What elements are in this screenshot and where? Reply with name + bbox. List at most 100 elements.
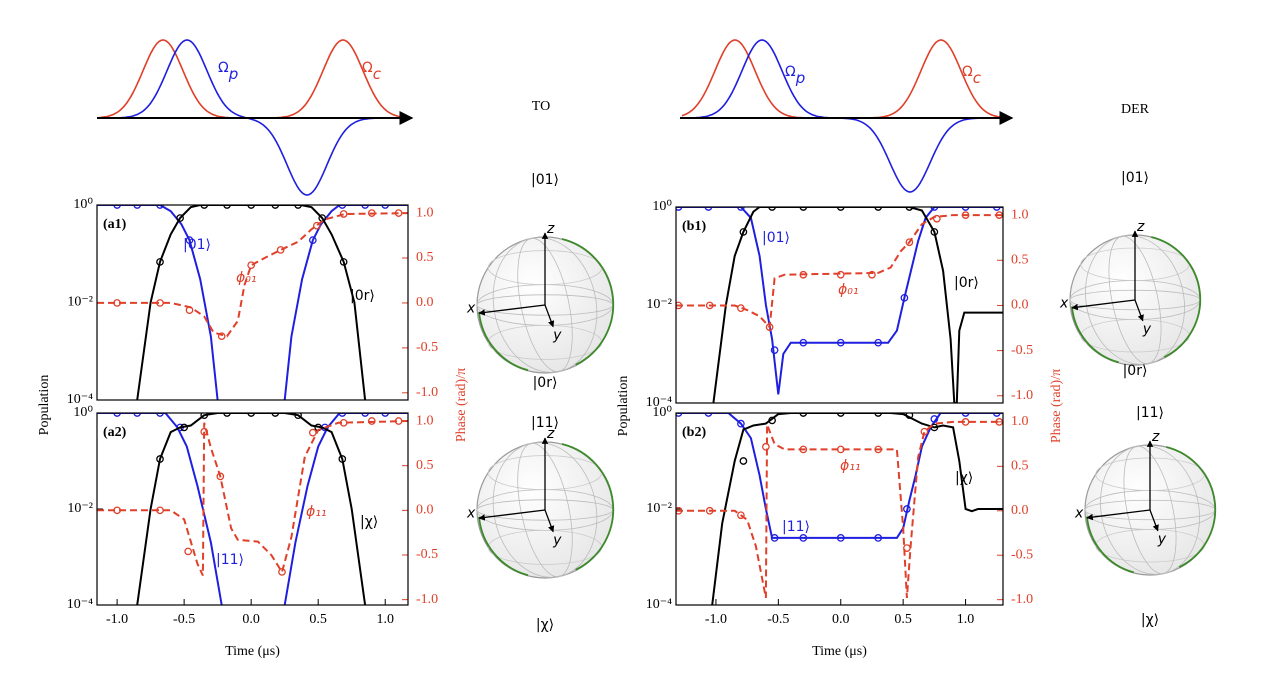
- data-marker: [836, 338, 845, 347]
- x-axis: [478, 304, 546, 316]
- data-marker: [874, 534, 883, 542]
- x-axis-title: Time (μs): [812, 644, 867, 659]
- y-tick-label: 10⁻⁴: [67, 597, 93, 612]
- z-label: z: [1151, 429, 1160, 445]
- data-marker: [770, 534, 779, 542]
- series-label: |11⟩: [782, 519, 810, 535]
- y-tick-label: 10⁻⁴: [67, 392, 93, 407]
- y-tick-label: 10⁻²: [67, 501, 93, 516]
- y2-tick-label: 0.0: [1011, 298, 1029, 313]
- data-marker: [367, 417, 376, 425]
- x-tick-label: -0.5: [767, 612, 789, 627]
- data-marker: [185, 236, 194, 245]
- data-marker: [271, 413, 280, 417]
- series-label: |0r⟩: [954, 275, 979, 291]
- data-marker: [737, 511, 745, 520]
- data-marker: [200, 413, 209, 420]
- plot-frame: [675, 412, 1004, 606]
- bloch-bottom-state: |χ⟩: [536, 617, 554, 633]
- data-marker: [676, 506, 683, 515]
- phase-line: [676, 420, 1003, 599]
- probe-symbol: Ω: [218, 60, 229, 76]
- y2-tick-label: 0.5: [1011, 459, 1029, 474]
- phase-line: [676, 214, 1003, 330]
- y-axis-title: Population: [37, 375, 52, 436]
- data-marker: [868, 270, 876, 279]
- y-label: y: [1157, 531, 1167, 547]
- probe-label: Ωp: [218, 60, 238, 83]
- data-marker: [113, 413, 121, 417]
- data-marker: [739, 228, 748, 236]
- bloch-trajectory: [1151, 236, 1202, 359]
- population-line: [711, 413, 1003, 605]
- data-marker: [676, 413, 683, 417]
- x-label: x: [466, 300, 476, 316]
- y-axis: [1149, 509, 1159, 532]
- y-label: y: [1142, 321, 1152, 337]
- data-marker: [992, 413, 1001, 417]
- y2-tick-label: 0.5: [416, 458, 434, 473]
- data-marker: [156, 455, 164, 463]
- population-line: [712, 207, 1003, 403]
- population-line: [136, 205, 367, 400]
- data-marker: [294, 413, 302, 420]
- plot-area: [676, 413, 1003, 605]
- y2-tick-label: -1.0: [1011, 592, 1033, 607]
- bloch-top-state: |11⟩: [531, 415, 559, 431]
- data-marker: [367, 209, 376, 217]
- data-marker: [930, 228, 939, 236]
- data-marker: [737, 304, 745, 313]
- y2-tick-label: 0.5: [416, 250, 434, 265]
- series-label: ϕ₁₁: [840, 458, 860, 474]
- data-marker: [836, 413, 845, 417]
- data-marker: [799, 534, 808, 542]
- data-marker: [930, 415, 939, 423]
- bloch-trajectory: [1071, 306, 1119, 364]
- protocol-title: TO: [532, 99, 550, 114]
- y-tick-label: 10⁰: [73, 405, 93, 420]
- data-marker: [705, 301, 714, 310]
- y-tick-label: 10⁻⁴: [646, 395, 672, 410]
- series-label: |χ⟩: [360, 514, 378, 530]
- bloch-trajectory: [478, 311, 529, 372]
- data-marker: [874, 445, 883, 454]
- data-marker: [312, 221, 321, 230]
- data-marker: [156, 258, 164, 266]
- series-label: ϕ₀₁: [838, 282, 858, 298]
- control-label: Ωc: [362, 60, 382, 83]
- data-marker: [339, 418, 348, 427]
- data-marker: [133, 413, 142, 417]
- y2-axis-title: Phase (rad)/π: [1049, 369, 1064, 443]
- data-marker: [799, 445, 808, 454]
- bloch-meridian: [1085, 235, 1185, 365]
- x-axis-title: Time (μs): [225, 644, 280, 659]
- data-marker: [217, 332, 226, 341]
- data-marker: [308, 428, 317, 437]
- probe-subscript: p: [795, 69, 806, 87]
- data-marker: [961, 211, 970, 219]
- x-tick-label: 0.5: [894, 612, 912, 627]
- x-label: x: [1074, 505, 1084, 521]
- data-marker: [836, 445, 845, 454]
- bloch-bottom-state: |0r⟩: [533, 375, 558, 391]
- data-marker: [176, 214, 184, 222]
- bloch-bottom-state: |0r⟩: [1123, 363, 1148, 379]
- data-marker: [836, 534, 845, 542]
- bloch-top-state: |01⟩: [531, 172, 559, 188]
- bloch-meridian: [492, 237, 598, 373]
- population-line: [136, 413, 367, 605]
- data-marker: [900, 293, 909, 302]
- data-marker: [676, 301, 683, 310]
- x-axis: [1086, 509, 1151, 521]
- y-tick-label: 10⁻²: [646, 297, 672, 312]
- data-marker: [223, 413, 231, 417]
- y2-tick-label: 1.0: [416, 205, 434, 220]
- data-marker: [156, 506, 164, 515]
- y2-tick-label: -0.5: [416, 340, 438, 355]
- data-marker: [361, 413, 369, 417]
- phase-line: [97, 212, 408, 338]
- x-tick-label: -0.5: [173, 612, 195, 627]
- data-marker: [394, 209, 403, 217]
- data-marker: [874, 413, 883, 417]
